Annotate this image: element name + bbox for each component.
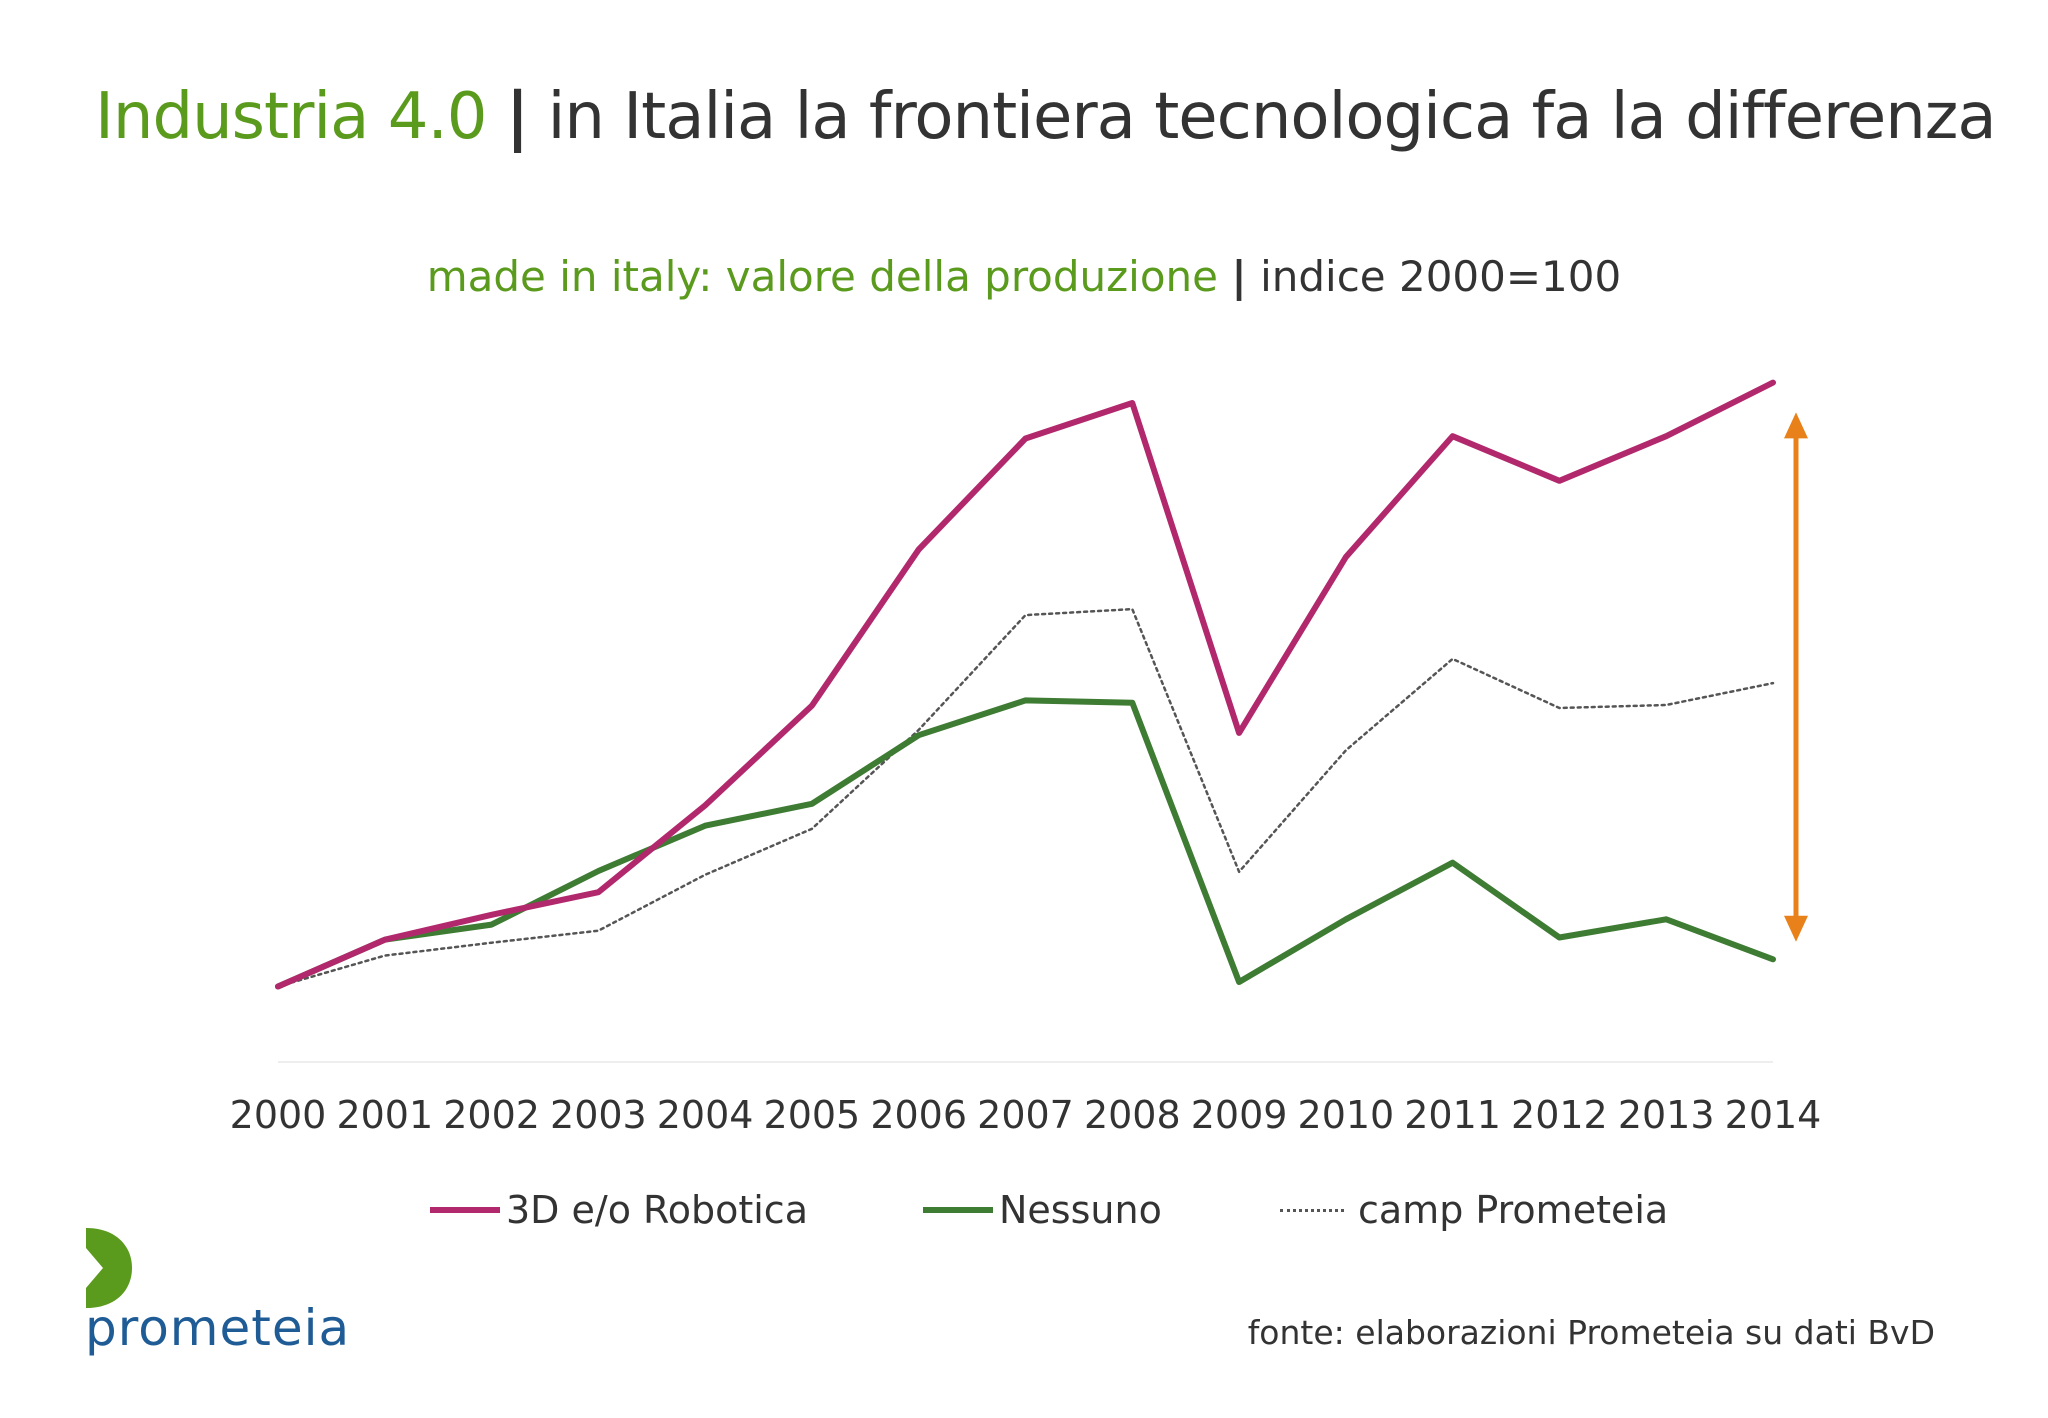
legend-swatch-robotica	[430, 1207, 500, 1213]
legend-swatch-nessuno	[923, 1207, 993, 1213]
page-title: Industria 4.0 | in Italia la frontiera t…	[95, 85, 1997, 149]
source-note: fonte: elaborazioni Prometeia su dati Bv…	[1247, 1313, 1935, 1352]
range-arrow	[1784, 412, 1808, 942]
x-tick-label: 2013	[1618, 1093, 1715, 1137]
prometeia-logo-mark	[86, 1228, 132, 1308]
x-tick-label: 2006	[870, 1093, 967, 1137]
series-3d-e-o-robotica	[275, 379, 1776, 990]
legend-label-prometeia: camp Prometeia	[1358, 1188, 1669, 1232]
x-tick-label: 2004	[657, 1093, 754, 1137]
legend-item-robotica: 3D e/o Robotica	[430, 1185, 808, 1235]
chart-subtitle: made in italy: valore della produzione |…	[0, 256, 2048, 298]
x-tick-labels: 2000 2001 2002 2003 2004 2005 2006 2007 2008 2009…	[230, 1093, 1822, 1137]
series-line-camp-prometeia	[276, 607, 1775, 988]
series-camp-prometeia	[276, 607, 1775, 988]
x-tick-label: 2011	[1404, 1093, 1501, 1137]
title-rest: in Italia la frontiera tecnologica fa la…	[547, 80, 1997, 154]
series-line-nessuno	[275, 697, 1776, 990]
legend-item-nessuno: Nessuno	[923, 1185, 1162, 1235]
legend-label-robotica: 3D e/o Robotica	[506, 1188, 808, 1232]
subtitle-highlight: made in italy: valore della produzione	[426, 252, 1219, 301]
x-tick-label: 2000	[230, 1093, 327, 1137]
legend-item-prometeia: camp Prometeia	[1280, 1185, 1668, 1235]
legend-label-nessuno: Nessuno	[999, 1188, 1162, 1232]
subtitle-rest: indice 2000=100	[1260, 252, 1622, 301]
x-tick-label: 2008	[1084, 1093, 1181, 1137]
x-tick-label: 2007	[977, 1093, 1074, 1137]
x-tick-label: 2014	[1725, 1093, 1822, 1137]
x-tick-label: 2009	[1191, 1093, 1288, 1137]
series-nessuno	[275, 697, 1776, 990]
x-tick-label: 2010	[1298, 1093, 1395, 1137]
prometeia-logo-text: prometeia	[85, 1299, 351, 1357]
range-arrow-head-down	[1784, 915, 1808, 942]
series-line-3d-e-o-robotica	[275, 379, 1776, 990]
subtitle-separator: |	[1231, 252, 1247, 301]
x-tick-label: 2005	[764, 1093, 861, 1137]
x-tick-label: 2002	[443, 1093, 540, 1137]
range-arrow-head-up	[1784, 412, 1808, 439]
title-separator: |	[505, 80, 529, 154]
x-tick-label: 2003	[550, 1093, 647, 1137]
x-tick-label: 2012	[1511, 1093, 1608, 1137]
series-layer	[275, 379, 1776, 990]
title-highlight: Industria 4.0	[95, 80, 487, 154]
x-tick-label: 2001	[336, 1093, 433, 1137]
legend-swatch-prometeia	[1280, 1208, 1344, 1212]
